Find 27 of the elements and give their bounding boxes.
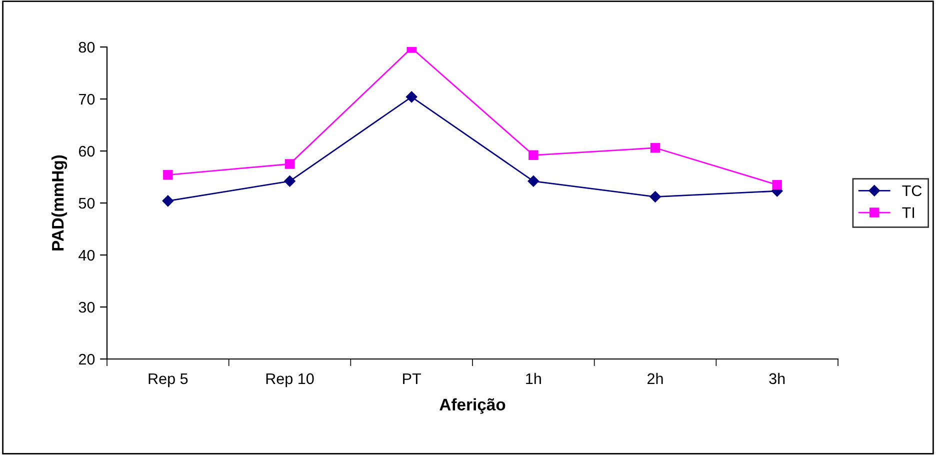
point — [528, 150, 538, 160]
point — [162, 195, 174, 207]
point — [284, 176, 296, 187]
point — [772, 180, 782, 190]
legend-label: TC — [902, 185, 922, 196]
y-tick-label: 50 — [78, 198, 95, 209]
point — [284, 159, 295, 169]
y-tick-label: 30 — [78, 302, 95, 313]
y-tick-label: 70 — [78, 94, 95, 105]
x-tick-label: Rep 5 — [148, 373, 188, 388]
y-tick-label: 80 — [78, 42, 95, 53]
y-axis-title: PAD(mmHg) — [51, 155, 68, 250]
point — [406, 91, 418, 103]
point — [163, 170, 173, 180]
y-tick-label: 40 — [78, 250, 95, 261]
x-tick-label: 3h — [769, 372, 785, 384]
x-tick-label: Rep 10 — [266, 373, 314, 388]
x-tick-label: PT — [403, 373, 421, 384]
y-tick-label: 20 — [78, 354, 95, 365]
point — [528, 176, 540, 187]
x-tick-label: 1h — [526, 372, 541, 384]
x-tick-label: 2h — [648, 372, 663, 384]
legend-label: TI — [902, 207, 914, 218]
point — [650, 191, 661, 202]
x-axis-title: Aferição — [440, 398, 506, 414]
point — [650, 143, 660, 153]
y-tick-label: 60 — [78, 146, 95, 157]
